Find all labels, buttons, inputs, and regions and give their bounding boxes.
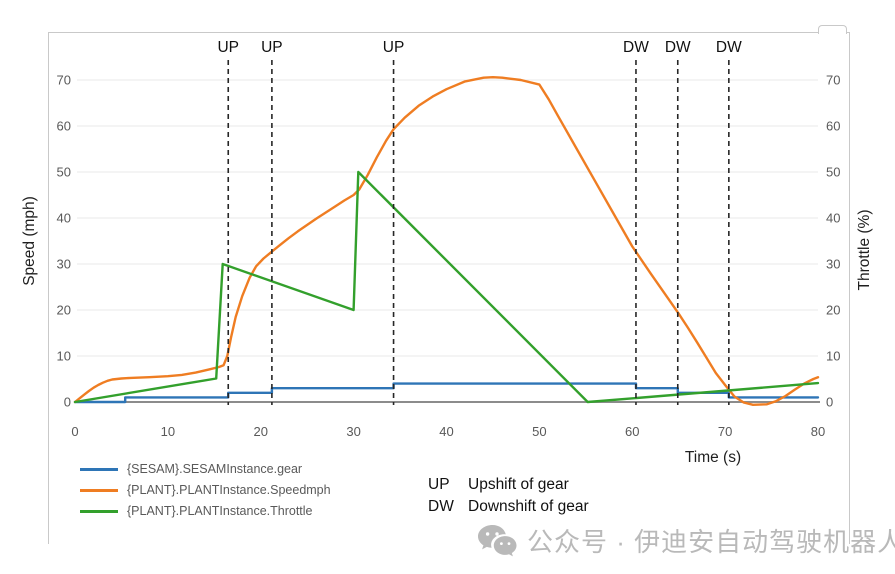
watermark: 公众号 · 伊迪安自动驾驶机器人 xyxy=(477,522,895,559)
x-tick-label: 60 xyxy=(625,424,639,439)
dw-label: Downshift of gear xyxy=(468,498,589,515)
gridlines xyxy=(75,79,820,403)
dw-abbr: DW xyxy=(428,498,454,515)
card-top-tab xyxy=(818,25,847,34)
chart-card xyxy=(48,32,850,544)
speed-line-swatch xyxy=(80,488,118,492)
event-label-dw: DW xyxy=(665,39,691,56)
x-tick-label: 20 xyxy=(254,424,268,439)
gear-shift-event-lines: UP UP UP DW DW DW xyxy=(217,39,742,405)
event-label-up: UP xyxy=(217,39,239,56)
y-tick-label-right: 20 xyxy=(826,303,840,318)
y-tick-label-left: 10 xyxy=(57,349,71,364)
axis-titles: Speed (mph) Throttle (%) Time (s) xyxy=(21,196,873,466)
legend-label-throttle: {PLANT}.PLANTInstance.Throttle xyxy=(127,504,313,518)
x-tick-label: 30 xyxy=(346,424,360,439)
legend-item-gear: {SESAM}.SESAMInstance.gear xyxy=(80,462,331,476)
right-axis-title: Throttle (%) xyxy=(856,210,873,291)
dw-definition: DW Downshift of gear xyxy=(428,498,589,516)
series-line-throttle xyxy=(73,170,820,404)
y-tick-label-left: 50 xyxy=(57,165,71,180)
gear-line-swatch xyxy=(80,467,118,471)
wechat-icon xyxy=(478,524,517,556)
y-tick-label-right: 40 xyxy=(826,211,840,226)
legend: {SESAM}.SESAMInstance.gear {PLANT}.PLANT… xyxy=(80,462,331,518)
series-line-speed xyxy=(73,75,820,406)
y-tick-label-right: 30 xyxy=(826,257,840,272)
x-tick-label: 0 xyxy=(71,424,78,439)
axis-tick-labels: 0 10 20 30 40 50 60 70 8001020304050607001020304… xyxy=(57,73,841,440)
legend-label-speed: {PLANT}.PLANTInstance.Speedmph xyxy=(127,483,331,497)
event-label-dw: DW xyxy=(623,39,649,56)
x-tick-label: 70 xyxy=(718,424,732,439)
y-tick-label-right: 0 xyxy=(826,395,833,410)
up-label: Upshift of gear xyxy=(468,476,569,493)
up-definition: UP Upshift of gear xyxy=(428,476,589,494)
legend-label-gear: {SESAM}.SESAMInstance.gear xyxy=(127,462,303,476)
y-tick-label-left: 20 xyxy=(57,303,71,318)
y-tick-label-left: 60 xyxy=(57,119,71,134)
y-tick-label-left: 70 xyxy=(57,73,71,88)
x-tick-label: 50 xyxy=(532,424,546,439)
y-tick-label-left: 0 xyxy=(64,395,71,410)
y-tick-label-right: 50 xyxy=(826,165,840,180)
event-key: UP Upshift of gear DW Downshift of gear xyxy=(428,476,589,516)
throttle-line-swatch xyxy=(80,509,118,513)
legend-item-throttle: {PLANT}.PLANTInstance.Throttle xyxy=(80,504,331,518)
x-axis-title: Time (s) xyxy=(685,449,741,466)
x-tick-label: 40 xyxy=(439,424,453,439)
event-label-dw: DW xyxy=(716,39,742,56)
legend-item-speed: {PLANT}.PLANTInstance.Speedmph xyxy=(80,483,331,497)
watermark-text: 公众号 · 伊迪安自动驾驶机器人 xyxy=(527,527,895,557)
x-tick-label: 80 xyxy=(811,424,825,439)
y-tick-label-left: 30 xyxy=(57,257,71,272)
y-tick-label-right: 60 xyxy=(826,119,840,134)
y-tick-label-right: 70 xyxy=(826,73,840,88)
y-tick-label-right: 10 xyxy=(826,349,840,364)
event-label-up: UP xyxy=(261,39,283,56)
up-abbr: UP xyxy=(428,476,450,493)
y-tick-label-left: 40 xyxy=(57,211,71,226)
x-tick-label: 10 xyxy=(161,424,175,439)
event-label-up: UP xyxy=(383,39,405,56)
left-axis-title: Speed (mph) xyxy=(21,196,38,286)
